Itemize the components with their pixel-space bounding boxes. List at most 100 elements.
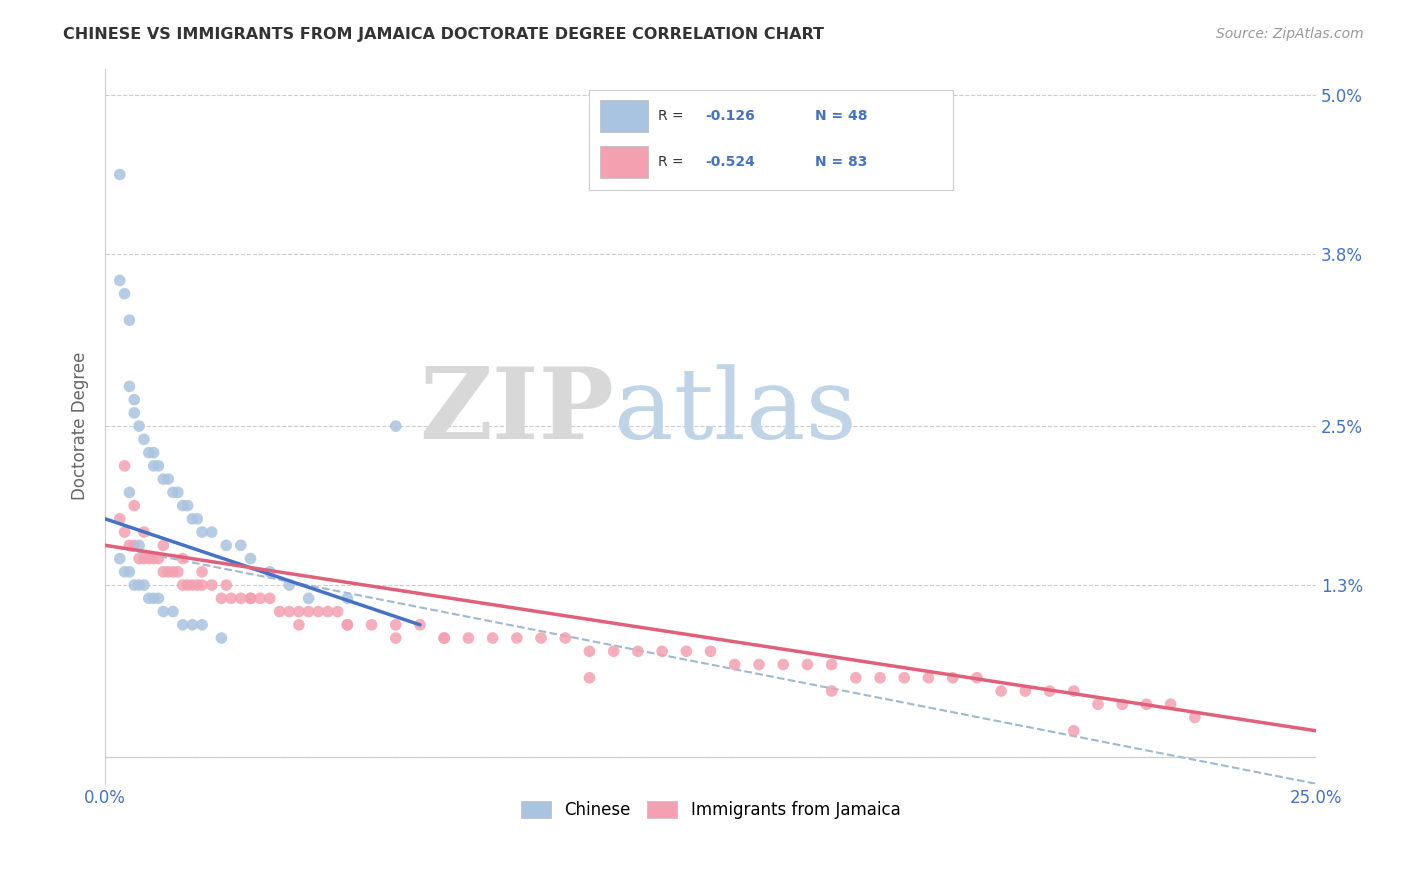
Point (219, 591, 242, 606)
Point (259, 565, 281, 579)
Point (269, 605, 291, 619)
Point (181, 617, 204, 632)
Point (138, 551, 160, 566)
Point (893, 671, 915, 685)
Point (152, 565, 174, 579)
Point (132, 525, 155, 540)
Point (128, 538, 150, 552)
Point (181, 512, 204, 526)
Point (307, 605, 329, 619)
Point (433, 631, 456, 645)
Point (627, 644, 650, 658)
Point (384, 617, 406, 632)
Point (157, 565, 180, 579)
Text: CHINESE VS IMMIGRANTS FROM JAMAICA DOCTORATE DEGREE CORRELATION CHART: CHINESE VS IMMIGRANTS FROM JAMAICA DOCTO… (63, 27, 824, 42)
Point (148, 551, 170, 566)
Y-axis label: Doctorate Degree: Doctorate Degree (72, 352, 89, 500)
Point (191, 578, 214, 592)
Point (748, 657, 770, 672)
Point (201, 525, 224, 540)
Point (138, 591, 160, 606)
Point (142, 458, 165, 473)
Point (132, 551, 155, 566)
Point (796, 657, 818, 672)
Point (1014, 684, 1036, 698)
Point (148, 458, 170, 473)
Point (172, 578, 194, 592)
Point (297, 591, 319, 606)
Point (142, 445, 165, 459)
Point (172, 499, 194, 513)
Point (114, 458, 136, 473)
Point (128, 419, 150, 434)
Point (118, 565, 141, 579)
Point (229, 538, 252, 552)
Point (239, 591, 262, 606)
Point (1087, 698, 1109, 712)
Point (990, 684, 1012, 698)
Point (433, 631, 456, 645)
Point (1184, 710, 1206, 724)
Point (1063, 684, 1085, 698)
Point (336, 617, 359, 632)
Point (578, 671, 600, 685)
Point (316, 605, 339, 619)
Point (409, 617, 432, 632)
Point (172, 617, 194, 632)
Point (384, 631, 406, 645)
Point (118, 485, 141, 500)
Point (122, 538, 145, 552)
Point (162, 605, 184, 619)
Point (122, 392, 145, 407)
Point (209, 591, 232, 606)
Point (176, 578, 198, 592)
Point (1063, 723, 1085, 738)
Point (917, 671, 939, 685)
Point (966, 671, 988, 685)
Point (215, 578, 238, 592)
Point (176, 499, 198, 513)
Point (1111, 698, 1133, 712)
Point (148, 591, 170, 606)
Point (186, 512, 208, 526)
Point (820, 657, 842, 672)
Point (142, 591, 165, 606)
Point (162, 565, 184, 579)
Point (162, 485, 184, 500)
Text: atlas: atlas (613, 364, 856, 459)
Point (675, 644, 697, 658)
Point (166, 485, 188, 500)
Point (869, 671, 891, 685)
Point (118, 379, 141, 393)
Text: ZIP: ZIP (419, 363, 613, 460)
Point (336, 617, 359, 632)
Point (229, 591, 252, 606)
Point (942, 671, 965, 685)
Point (578, 644, 600, 658)
Point (138, 445, 160, 459)
Point (278, 605, 301, 619)
Point (259, 591, 281, 606)
Point (118, 313, 141, 327)
Point (128, 551, 150, 566)
Point (152, 605, 174, 619)
Point (724, 657, 747, 672)
Point (506, 631, 529, 645)
Point (108, 273, 131, 287)
Legend: Chinese, Immigrants from Jamaica: Chinese, Immigrants from Jamaica (515, 794, 907, 825)
Point (1135, 698, 1157, 712)
Point (122, 406, 145, 420)
Point (288, 617, 311, 632)
Point (457, 631, 479, 645)
Point (191, 565, 214, 579)
Point (602, 644, 624, 658)
Point (297, 605, 319, 619)
Point (481, 631, 503, 645)
Point (288, 605, 311, 619)
Point (132, 433, 155, 447)
Point (142, 551, 165, 566)
Point (191, 525, 214, 540)
Point (108, 551, 131, 566)
Point (181, 578, 204, 592)
Point (554, 631, 576, 645)
